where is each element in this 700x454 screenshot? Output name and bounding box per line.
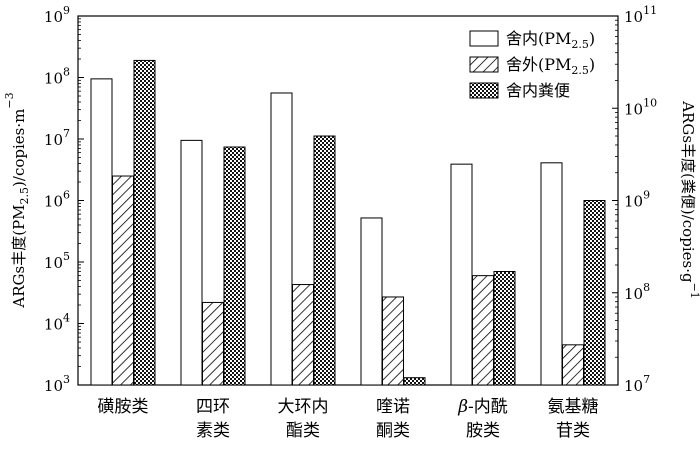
legend: 舍内(PM2.5) 舍外(PM2.5) 舍内粪便 (469, 29, 595, 100)
left-tick-label: 109 (44, 4, 70, 26)
left-tick-label: 104 (44, 312, 70, 334)
left-axis-title: ARGs丰度(PM2.5)/copies·m−3 (3, 92, 31, 308)
category-label: 素类 (196, 421, 230, 441)
category-label: 氨基糖 (548, 397, 599, 417)
category-label: 酯类 (286, 421, 320, 441)
bar-white (180, 139, 203, 386)
legend-label: 舍外(PM2.5) (506, 55, 595, 77)
legend-label: 舍内粪便 (506, 81, 570, 100)
bar-white (90, 78, 113, 386)
bar-white (360, 217, 383, 386)
left-tick-label: 108 (44, 66, 70, 88)
right-tick-label: 108 (624, 281, 650, 303)
category-label: 苷类 (556, 421, 590, 441)
bar-checker (493, 270, 516, 386)
right-axis: 107 108 109 1010 1011 (612, 4, 657, 395)
left-tick-label: 107 (44, 127, 70, 149)
left-tick-label: 106 (44, 189, 70, 211)
bar-checker (403, 377, 426, 386)
bars (90, 59, 606, 386)
left-tick-label: 105 (44, 250, 70, 272)
category-label: 大环内 (278, 397, 329, 417)
bar-white (270, 92, 293, 386)
bar-hatch (112, 175, 134, 386)
left-tick-label: 103 (44, 373, 70, 395)
right-tick-label: 1010 (624, 96, 657, 118)
bar-white (540, 162, 563, 386)
category-label: 胺类 (466, 421, 500, 441)
legend-swatch-white (469, 30, 499, 47)
bar-checker (133, 59, 156, 386)
bar-white (450, 163, 473, 386)
category-label: β-内酰 (457, 397, 508, 417)
bar-hatch (202, 301, 224, 386)
bar-checker (223, 146, 246, 386)
bar-checker (583, 200, 606, 386)
right-tick-label: 109 (624, 189, 650, 211)
category-label: 四环 (196, 397, 230, 417)
right-tick-label: 1011 (624, 4, 657, 26)
bar-hatch (382, 296, 404, 386)
category-label: 磺胺类 (98, 397, 149, 417)
bar-hatch (472, 275, 494, 386)
legend-swatch-checker (469, 82, 499, 99)
bar-checker (313, 135, 336, 386)
bar-hatch (292, 284, 314, 386)
category-label: 酮类 (376, 421, 410, 441)
legend-label: 舍内(PM2.5) (506, 29, 595, 51)
legend-swatch-hatch (469, 56, 499, 73)
bar-hatch (562, 344, 584, 386)
left-axis: 103 104 105 106 107 108 109 (44, 4, 84, 395)
category-label: 喹诺 (376, 397, 410, 417)
right-axis-title: ARGs丰度(粪便)/copies·g−1 (679, 100, 700, 299)
right-tick-label: 107 (624, 373, 650, 395)
